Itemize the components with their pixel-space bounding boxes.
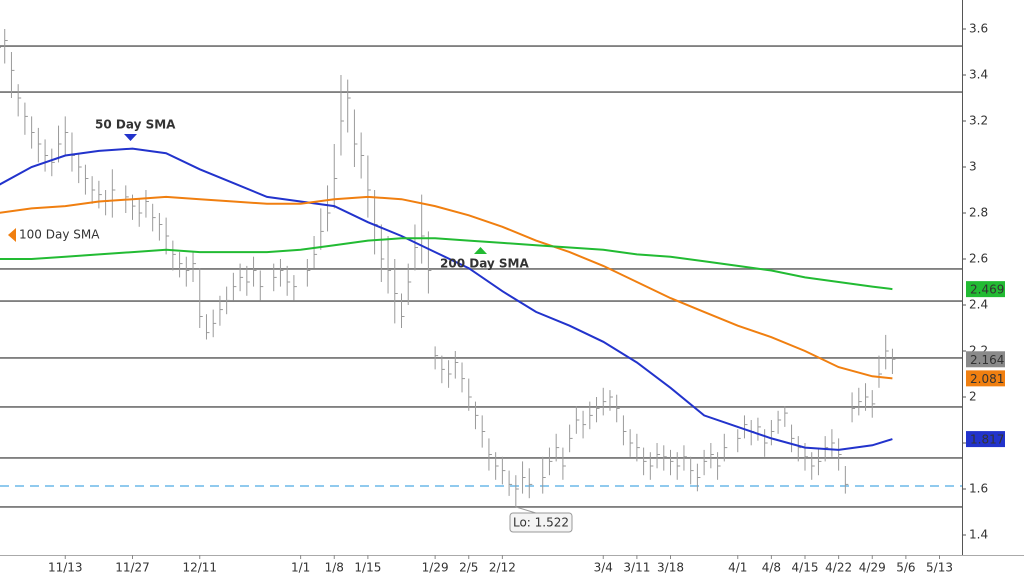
annotation-box: [509, 512, 573, 533]
annotation: Lo: 1.522: [513, 516, 569, 530]
y-tick-label: 2.6: [969, 252, 988, 266]
sma-line: [0, 147, 893, 451]
y-tick-label: 1.6: [969, 482, 988, 496]
sma-label: 50 Day SMA: [95, 118, 176, 132]
x-tick-label: 11/13: [48, 561, 83, 575]
x-tick-label: 1/29: [422, 561, 449, 575]
value-tag: [966, 281, 1005, 298]
x-tick-label: 5/13: [926, 561, 953, 575]
sma-line: [0, 195, 893, 380]
x-tick-label: 2/5: [459, 561, 478, 575]
y-tick-label: 3.6: [969, 22, 988, 36]
sma-label: 200 Day SMA: [440, 257, 530, 271]
x-tick-label: 2/12: [489, 561, 516, 575]
y-tick-label: 3.2: [969, 114, 988, 128]
y-tick-label: 1.4: [969, 528, 988, 542]
value-tag-label: 2.164: [970, 353, 1004, 367]
x-tick-label: 3/4: [594, 561, 613, 575]
value-tag-label: 2.469: [970, 283, 1004, 297]
value-tag-label: 2.081: [970, 372, 1004, 386]
sma-marker: [474, 247, 487, 254]
x-tick-label: 12/11: [182, 561, 217, 575]
value-tag: [966, 431, 1005, 448]
x-tick-label: 5/6: [896, 561, 915, 575]
x-tick-label: 11/27: [115, 561, 150, 575]
x-tick-label: 3/18: [657, 561, 684, 575]
sma-marker: [124, 134, 137, 141]
sma-line: [0, 237, 893, 291]
y-tick-label: 3: [969, 160, 977, 174]
sma-marker: [8, 228, 16, 242]
x-tick-label: 4/15: [792, 561, 819, 575]
value-tag: [966, 351, 1005, 368]
x-tick-label: 1/8: [325, 561, 344, 575]
x-tick-label: 4/22: [825, 561, 852, 575]
x-tick-label: 3/11: [623, 561, 650, 575]
x-tick-label: 1/15: [354, 561, 381, 575]
y-tick-label: 2: [969, 390, 977, 404]
y-tick-label: 2.8: [969, 206, 988, 220]
value-tag: [966, 370, 1005, 387]
annotation-leader: [515, 506, 536, 514]
x-tick-label: 4/8: [762, 561, 781, 575]
sma-label: 100 Day SMA: [19, 228, 100, 242]
x-tick-label: 1/1: [291, 561, 310, 575]
x-tick-label: 4/29: [859, 561, 886, 575]
value-tag-label: 1.817: [970, 433, 1004, 447]
x-tick-label: 4/1: [728, 561, 747, 575]
y-tick-label: 2.4: [969, 298, 988, 312]
y-tick-label: 3.4: [969, 68, 988, 82]
